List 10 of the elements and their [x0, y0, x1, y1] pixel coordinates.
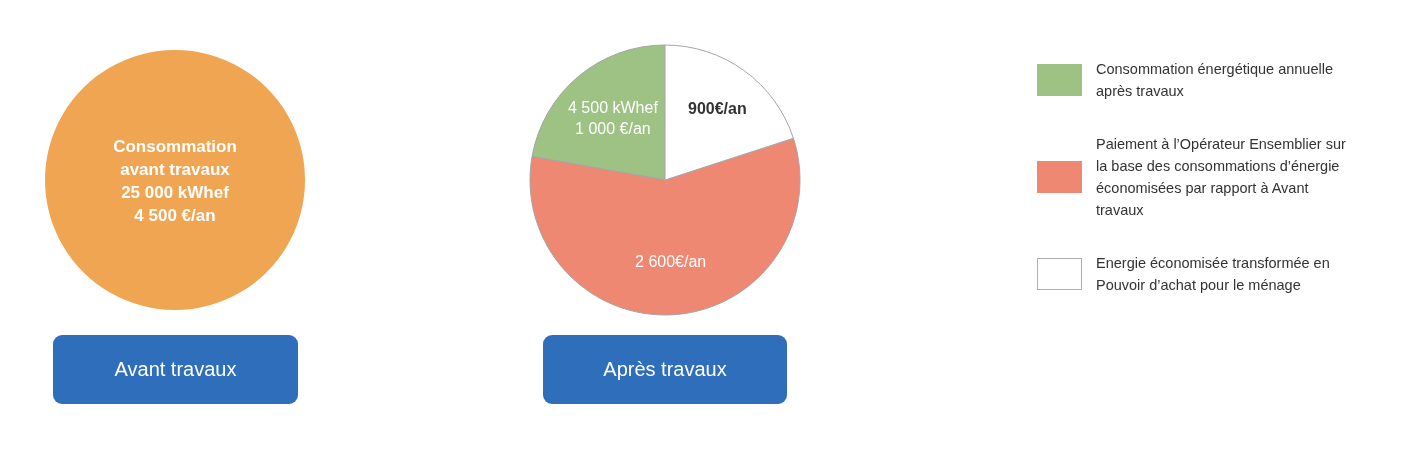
data-label: 900€/an	[688, 99, 747, 117]
legend-label: Energie économisée transformée en Pouvoir d’achat pour le ménage	[1096, 253, 1331, 295]
legend-label: Consommation énergétique annuelle après travaux	[1096, 59, 1334, 101]
text: Avant travaux	[53, 335, 298, 404]
legend-label: Paiement à l’Opérateur Ensemblier sur la base des consommations d’énergie économisées par rapport à Avant travaux	[1096, 134, 1346, 220]
slice-label: Consommation avant travaux	[113, 136, 237, 178]
data-label: 2 600€/an	[635, 252, 707, 270]
data-label: 4 500 kWhef 1 000 €/an	[568, 98, 659, 137]
data-label: 25 000 kWhef 4 500 €/an	[121, 182, 230, 224]
text: Après travaux	[543, 335, 787, 404]
